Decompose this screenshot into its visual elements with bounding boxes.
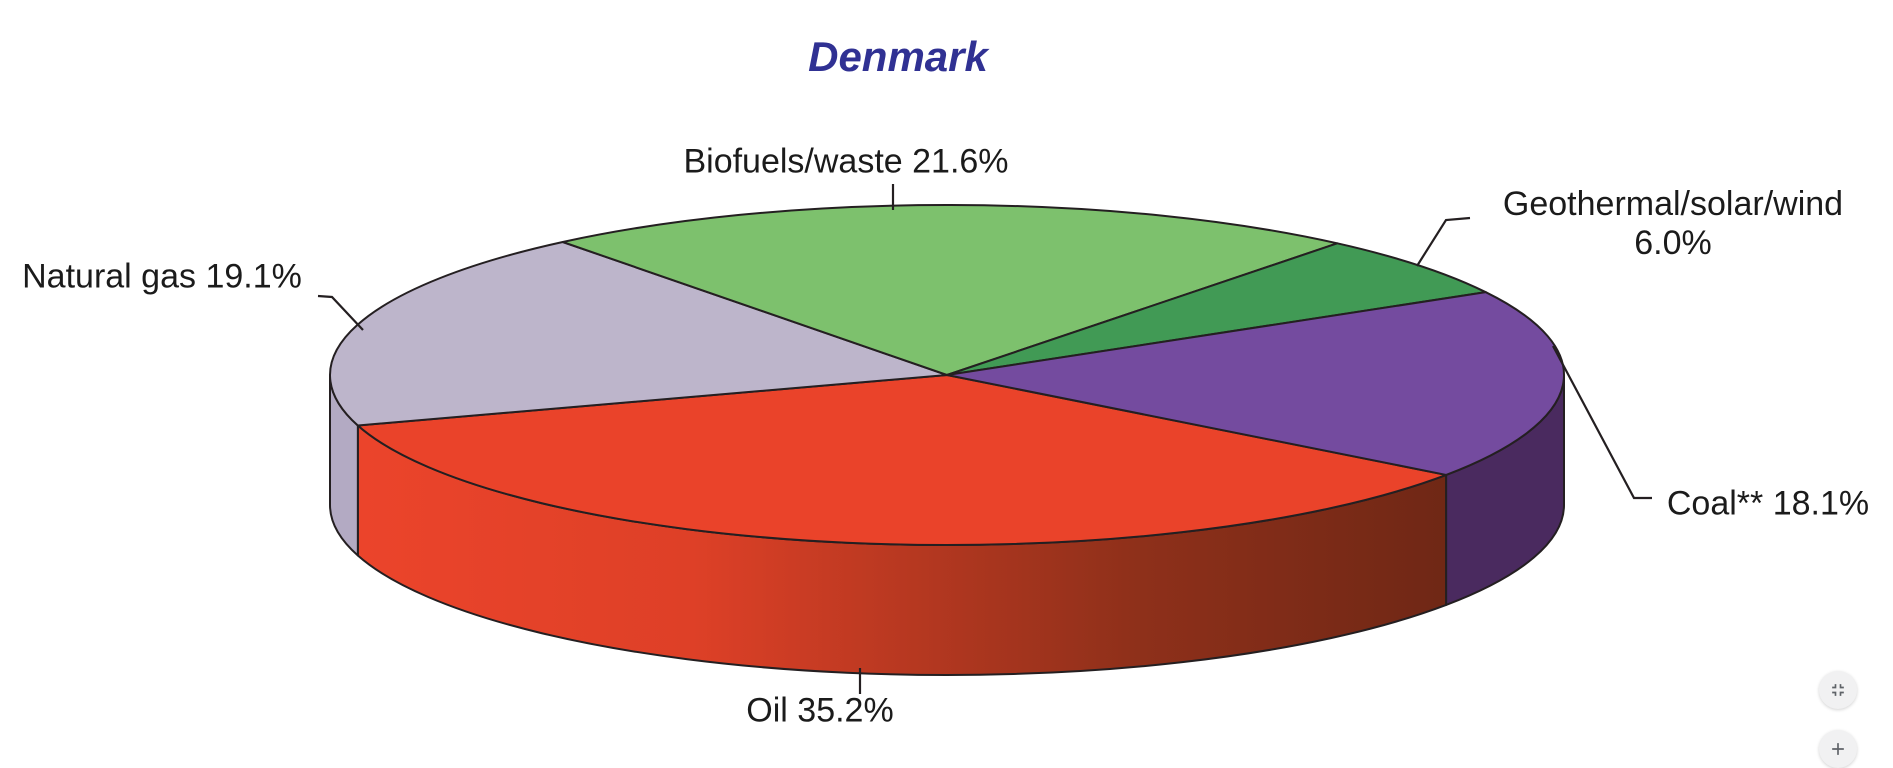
plus-icon: [1832, 743, 1844, 755]
fullscreen-exit-icon: [1832, 684, 1844, 696]
pie-slice-geothermal-solar-wind: [946, 242, 1487, 376]
slice-label-geothermal-line1: Geothermal/solar/wind: [1502, 185, 1844, 223]
slice-label-biofuels: Biofuels/waste 21.6%: [683, 142, 1009, 181]
slice-label-oil: Oil 35.2%: [746, 691, 894, 730]
slice-label-coal: Coal** 18.1%: [1666, 484, 1870, 523]
chart-title: Denmark: [808, 33, 988, 80]
leader-line-natural-gas: [317, 294, 364, 331]
pie-slice-oil: [356, 374, 1448, 546]
slice-label-natural-gas: Natural gas 19.1%: [22, 257, 302, 296]
slice-label-geothermal: Geothermal/solar/wind 6.0%: [1503, 185, 1843, 263]
pie-slice-coal: [946, 291, 1565, 476]
fit-to-screen-button[interactable]: [1819, 671, 1857, 709]
pie-slice-biofuels-waste: [561, 204, 1339, 376]
leader-line-coal: [1552, 345, 1652, 500]
zoom-in-button[interactable]: [1819, 730, 1857, 768]
leader-line-geothermal-solar-wind: [1416, 216, 1471, 267]
slice-label-geothermal-line2: 6.0%: [1634, 224, 1712, 262]
